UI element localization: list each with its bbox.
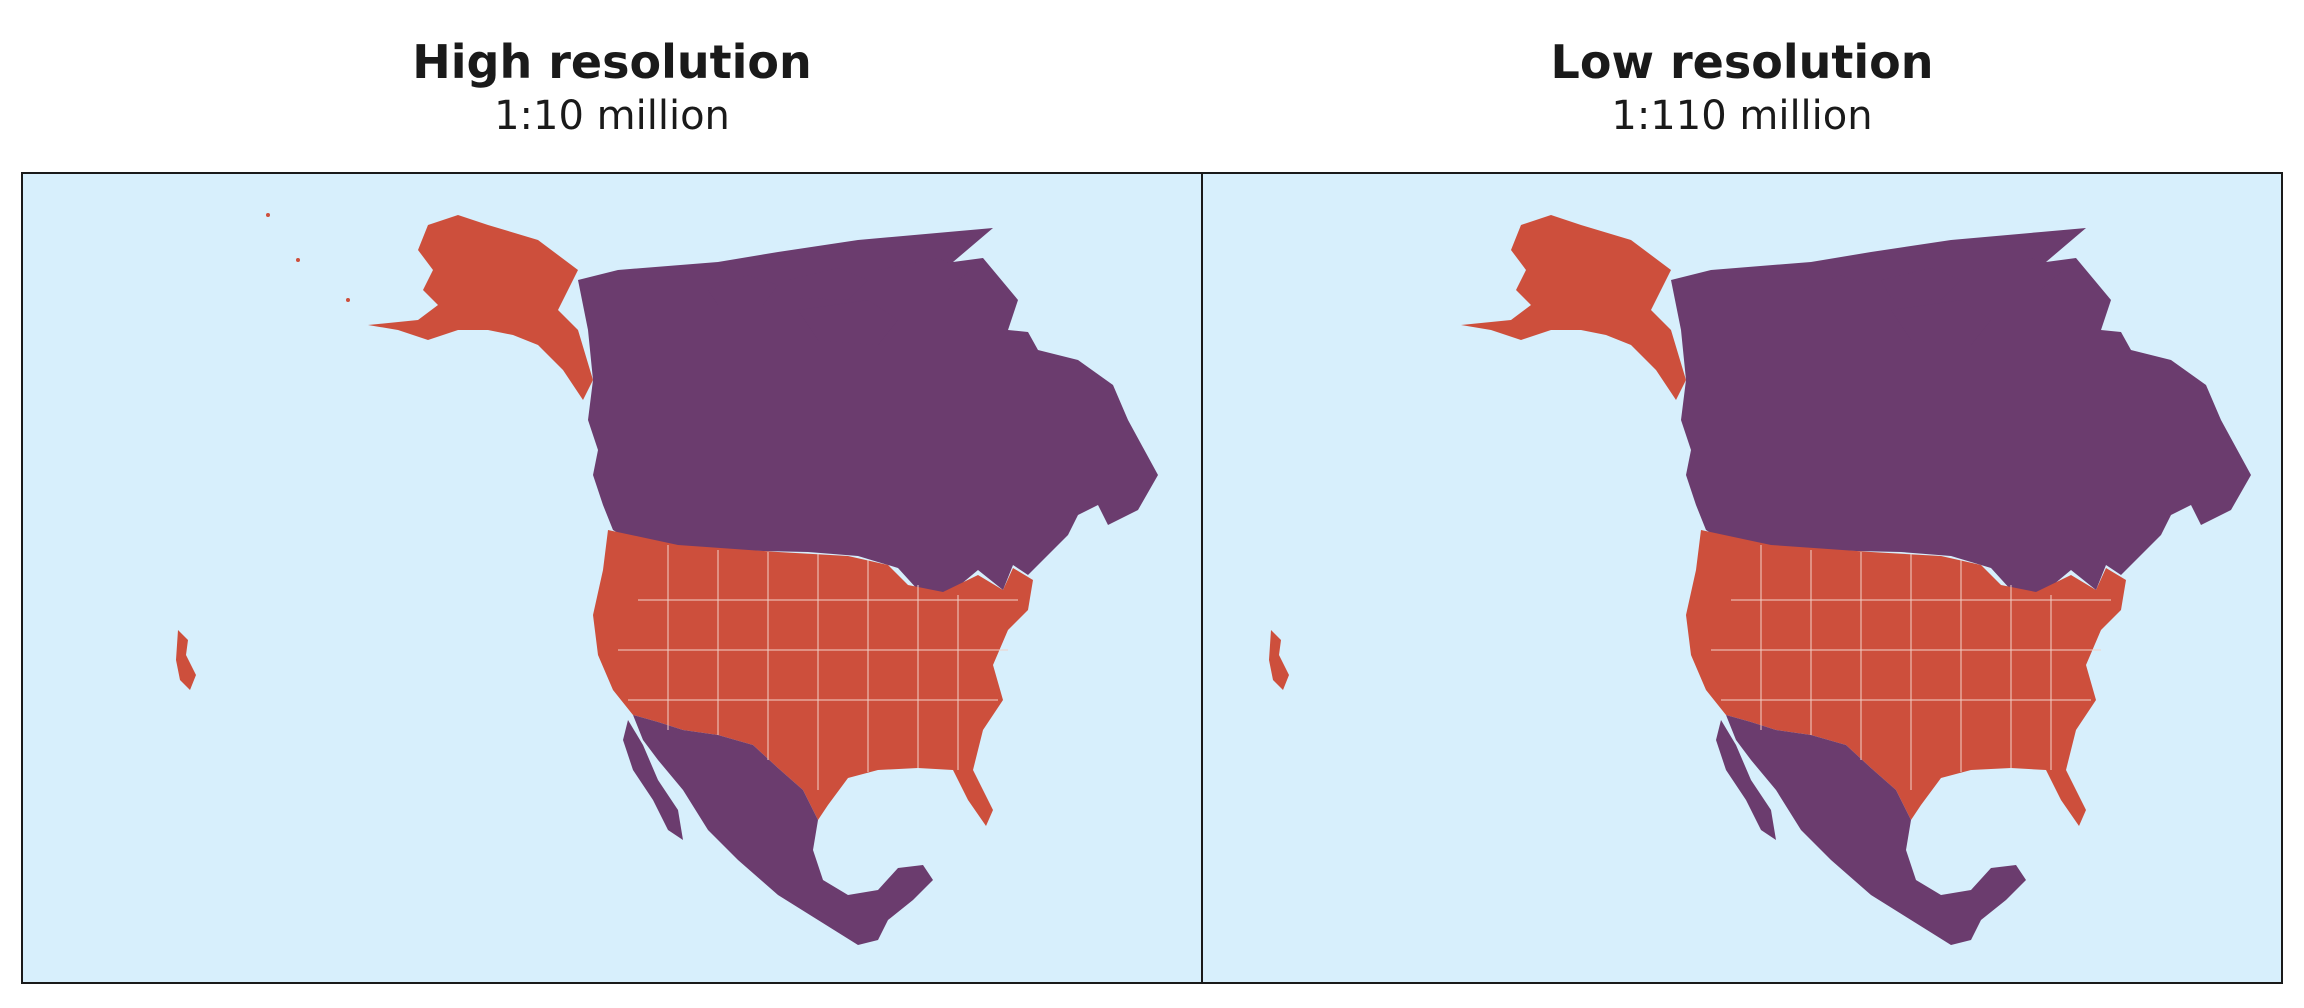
low-resolution-map bbox=[1201, 172, 2283, 984]
panel-scale: 1:110 million bbox=[1611, 93, 1873, 139]
high-resolution-header: High resolution 1:10 million bbox=[22, 34, 1202, 142]
aleutian-islands bbox=[296, 258, 300, 262]
panel-title: Low resolution bbox=[1550, 35, 1934, 89]
aleutian-islands bbox=[346, 298, 350, 302]
aleutian-islands bbox=[266, 213, 270, 217]
low-resolution-header: Low resolution 1:110 million bbox=[1202, 34, 2282, 142]
high-resolution-map bbox=[21, 172, 1203, 984]
panel-scale: 1:10 million bbox=[494, 93, 730, 139]
panel-title: High resolution bbox=[412, 35, 812, 89]
